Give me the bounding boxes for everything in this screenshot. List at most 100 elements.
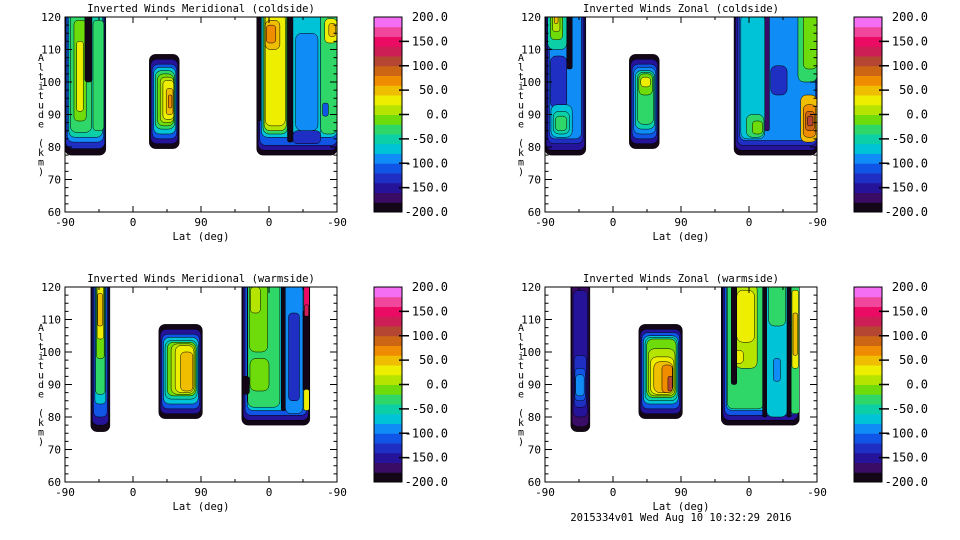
y-axis-label-char: i	[38, 81, 44, 92]
panel-title: Inverted Winds Zonal (coldside)	[583, 3, 779, 15]
colorbar-tick-label: -200.0	[405, 475, 448, 489]
y-tick-label: 120	[521, 281, 541, 294]
y-tick-label: 110	[41, 314, 61, 327]
x-tick-label: -90	[55, 216, 75, 229]
y-axis-label-char: l	[38, 332, 44, 343]
x-tick-label: -90	[55, 486, 75, 499]
colorbar: 200.0 150.0 100.0 50.0 0.0 -50.0 -100.0 -150.0 -…	[853, 10, 928, 219]
axes	[544, 16, 818, 213]
y-axis-label-char: A	[518, 323, 524, 334]
contour-field	[570, 287, 800, 432]
y-tick-label: 90	[48, 109, 61, 122]
y-axis-label-char: t	[518, 72, 524, 83]
colorbar: 200.0 150.0 100.0 50.0 0.0 -50.0 -100.0 -150.0 -…	[853, 280, 928, 489]
y-axis-label-char: k	[38, 418, 44, 429]
colorbar-tick-label: -100.0	[885, 156, 928, 170]
y-axis-label-char: m	[518, 427, 524, 438]
colorbar-tick-label: 0.0	[426, 108, 448, 122]
colorbar-tick-label: 50.0	[419, 353, 448, 367]
y-tick-label: 120	[521, 11, 541, 24]
axes	[64, 16, 338, 213]
y-axis-label-char: i	[518, 81, 524, 92]
y-tick-label: 80	[48, 411, 61, 424]
colorbar: 200.0 150.0 100.0 50.0 0.0 -50.0 -100.0 -150.0 -…	[373, 10, 448, 219]
y-axis-label-char: k	[518, 148, 524, 159]
y-axis-label-char: e	[38, 119, 44, 130]
y-axis-label-char: t	[38, 342, 44, 353]
y-axis-label-char: l	[518, 332, 524, 343]
y-axis-label-char: u	[518, 370, 524, 381]
colorbar-tick-label: 50.0	[419, 83, 448, 97]
colorbar-tick-label: 200.0	[412, 10, 448, 24]
y-axis-label-char: A	[518, 53, 524, 64]
panel-svg-zonal-coldside: Inverted Winds Zonal (coldside) -90 0 90 0 -9…	[518, 3, 928, 243]
y-axis-label-char: i	[38, 351, 44, 362]
y-tick-label: 100	[521, 346, 541, 359]
y-axis-label-char: e	[518, 119, 524, 130]
colorbar-tick-label: 0.0	[906, 378, 928, 392]
y-axis-label-char: u	[518, 100, 524, 111]
y-tick-label: 60	[528, 206, 541, 219]
y-tick-label: 60	[48, 476, 61, 489]
x-tick-label: 90	[674, 486, 687, 499]
colorbar-tick-label: -100.0	[405, 426, 448, 440]
x-axis-label: Lat (deg)	[653, 501, 710, 513]
colorbar-tick-label: -100.0	[405, 156, 448, 170]
panel-title: Inverted Winds Zonal (warmside)	[583, 273, 779, 285]
colorbar-tick-label: 200.0	[892, 280, 928, 294]
colorbar-tick-label: 50.0	[899, 353, 928, 367]
y-tick-label: 70	[48, 174, 61, 187]
panel-svg-meridional-coldside: Inverted Winds Meridional (coldside) -90 0…	[38, 3, 448, 243]
panel-meridional-warmside: Inverted Winds Meridional (warmside) -90 0…	[0, 270, 480, 540]
colorbar-tick-label: -50.0	[892, 402, 928, 416]
y-axis-label-char: A	[38, 323, 44, 334]
y-tick-label: 120	[41, 11, 61, 24]
y-tick-label: 100	[41, 346, 61, 359]
y-tick-label: 80	[528, 141, 541, 154]
y-axis-label-char: t	[518, 342, 524, 353]
x-tick-label: -90	[327, 216, 347, 229]
y-tick-label: 110	[521, 314, 541, 327]
y-axis-label-char: m	[38, 157, 44, 168]
y-tick-label: 120	[41, 281, 61, 294]
y-axis-label-char: e	[518, 389, 524, 400]
x-tick-label: -90	[535, 486, 555, 499]
y-tick-label: 60	[48, 206, 61, 219]
contour-field	[65, 17, 337, 156]
colorbar-tick-label: 150.0	[412, 304, 448, 318]
colorbar-tick-label: -150.0	[405, 451, 448, 465]
y-axis-label-char: d	[518, 110, 524, 121]
colorbar-tick-label: 200.0	[892, 10, 928, 24]
colorbar: 200.0 150.0 100.0 50.0 0.0 -50.0 -100.0 -150.0 -…	[373, 280, 448, 489]
colorbar-tick-label: 100.0	[412, 59, 448, 73]
y-tick-label: 90	[528, 109, 541, 122]
y-axis-label-char: d	[518, 380, 524, 391]
panel-svg-meridional-warmside: Inverted Winds Meridional (warmside) -90 0…	[38, 273, 448, 513]
x-tick-label: 0	[130, 486, 137, 499]
y-axis-label-char: )	[38, 437, 44, 448]
y-axis-label-char: A	[38, 53, 44, 64]
y-axis-label-char: d	[38, 380, 44, 391]
colorbar-tick-label: 100.0	[892, 59, 928, 73]
y-axis-label-char: )	[518, 437, 524, 448]
y-axis-label-char: t	[38, 91, 44, 102]
y-tick-label: 110	[521, 44, 541, 57]
y-tick-label: 90	[528, 379, 541, 392]
x-axis-label: Lat (deg)	[173, 501, 230, 513]
timestamp: 2015334v01 Wed Aug 10 10:32:29 2016	[570, 512, 792, 524]
y-tick-label: 80	[48, 141, 61, 154]
colorbar-tick-label: 150.0	[412, 34, 448, 48]
panel-zonal-coldside: Inverted Winds Zonal (coldside) -90 0 90 0 -9…	[480, 0, 960, 270]
y-axis-label-char: e	[38, 389, 44, 400]
y-tick-label: 110	[41, 44, 61, 57]
x-tick-label: -90	[807, 486, 827, 499]
y-axis-label-char: k	[518, 418, 524, 429]
x-tick-label: -90	[807, 216, 827, 229]
y-axis-label-char: (	[518, 138, 524, 149]
contour-field	[90, 287, 311, 432]
